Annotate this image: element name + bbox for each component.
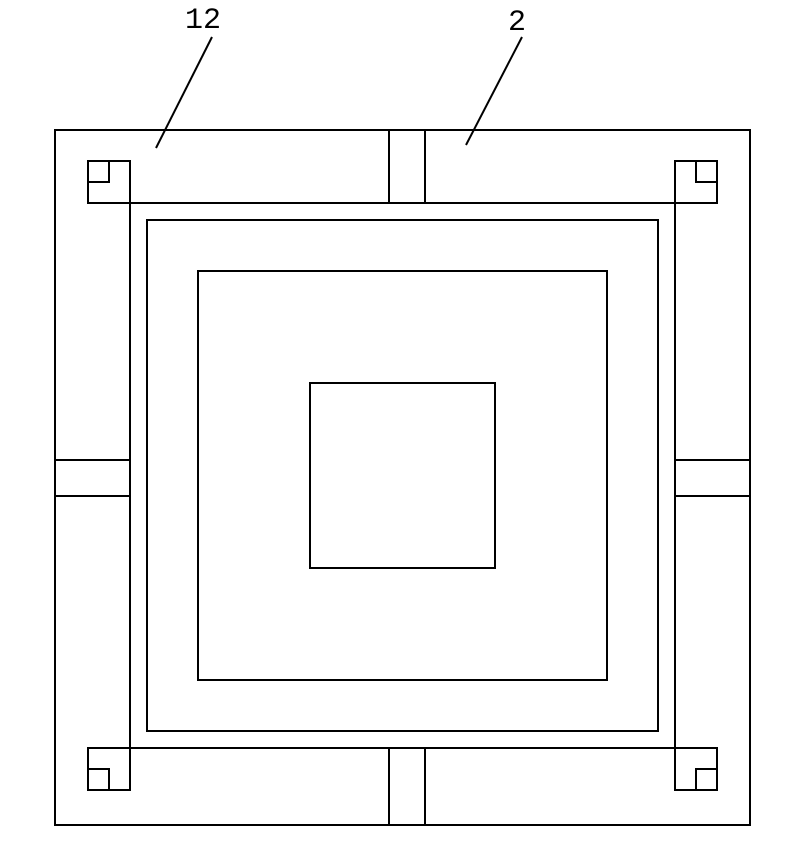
- corner-tr-inner: [696, 161, 717, 182]
- corner-tl-inner: [88, 161, 109, 182]
- outer-frame-inner: [130, 203, 675, 748]
- corner-bl-inner: [88, 769, 109, 790]
- inner-square-2: [198, 271, 607, 680]
- label-2: 2: [508, 6, 526, 40]
- center-square: [310, 383, 495, 568]
- label-12: 12: [185, 4, 221, 38]
- technical-diagram: 12 2: [0, 0, 791, 860]
- outer-frame: [55, 130, 750, 825]
- corner-br-inner: [696, 769, 717, 790]
- inner-square-1: [147, 220, 658, 731]
- leader-2: [466, 37, 522, 145]
- leader-12: [156, 37, 212, 148]
